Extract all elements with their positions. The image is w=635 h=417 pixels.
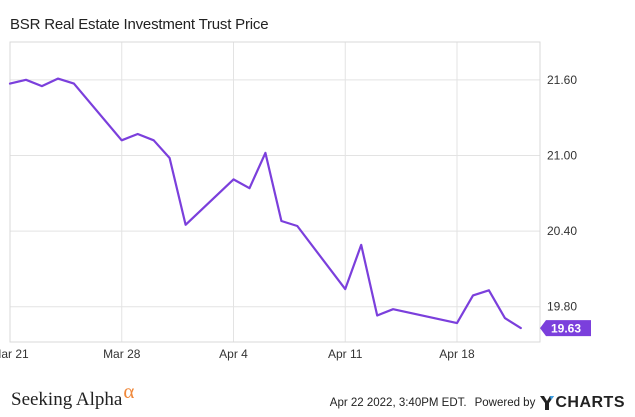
last-value-badge — [540, 320, 591, 337]
ycharts-y-icon — [540, 396, 555, 410]
y-tick-label: 21.00 — [547, 148, 577, 162]
x-tick-label: Apr 18 — [439, 347, 475, 361]
price-line — [8, 77, 522, 330]
brand-name: Seeking Alpha — [11, 389, 123, 410]
x-axis-labels: Mar 21 Mar 28 Apr 4 Apr 11 Apr 18 — [0, 347, 475, 361]
y-tick-label: 20.40 — [547, 224, 577, 238]
y-tick-label: 21.60 — [547, 73, 577, 87]
y-gridlines — [10, 79, 540, 308]
timestamp: Apr 22 2022, 3:40PM EDT. — [329, 397, 467, 409]
x-tick-label: Apr 11 — [328, 347, 363, 361]
x-tick-label: Mar 28 — [103, 347, 141, 361]
ycharts-logo: CHARTS — [540, 394, 625, 412]
alpha-icon: α — [123, 379, 135, 403]
x-tick-label: Apr 4 — [219, 347, 248, 361]
chart-title: BSR Real Estate Investment Trust Price — [10, 16, 269, 33]
y-axis-labels: 19.80 20.40 21.00 21.60 — [547, 73, 577, 314]
last-value-marker: 19.63 — [540, 320, 591, 337]
footer-attribution: Apr 22 2022, 3:40PM EDT. Powered by CHAR… — [330, 394, 625, 412]
powered-by-text: Powered by — [474, 397, 536, 409]
y-tick-label: 19.80 — [547, 300, 577, 314]
plot-frame — [9, 41, 541, 343]
x-tick-label: Mar 21 — [0, 347, 29, 361]
ycharts-wordmark: CHARTS — [555, 394, 625, 411]
seeking-alpha-logo: Seeking Alphaα — [11, 379, 134, 411]
last-value-label: 19.63 — [551, 322, 581, 336]
